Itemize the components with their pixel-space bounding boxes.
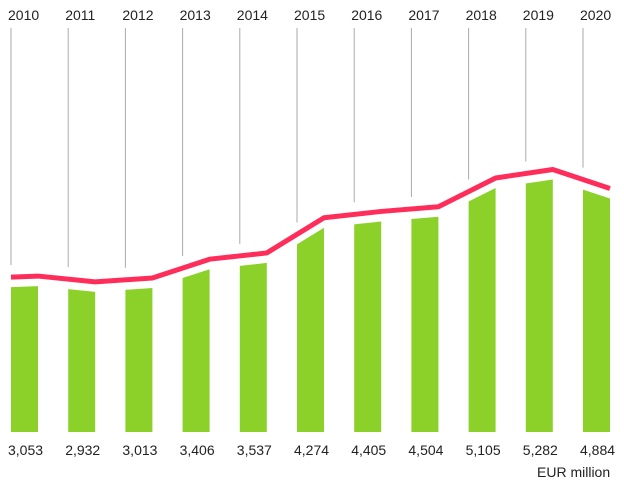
year-label-2012: 2012 (122, 7, 153, 23)
value-label-2017: 4,504 (408, 442, 443, 458)
year-label-2015: 2015 (294, 7, 325, 23)
bar-2014 (239, 262, 267, 432)
value-label-2013: 3,406 (180, 442, 215, 458)
value-label-2014: 3,537 (237, 442, 272, 458)
bar-2019 (525, 179, 553, 432)
year-label-2017: 2017 (408, 7, 439, 23)
year-label-2014: 2014 (237, 7, 268, 23)
bar-2011 (68, 289, 96, 432)
bar-2018 (468, 187, 496, 432)
bar-2012 (125, 287, 153, 432)
value-label-2010: 3,053 (8, 442, 43, 458)
year-label-2019: 2019 (523, 7, 554, 23)
bar-2017 (411, 216, 439, 432)
year-label-2018: 2018 (466, 7, 497, 23)
bar-2020 (583, 189, 610, 432)
value-label-2011: 2,932 (65, 442, 100, 458)
value-label-2015: 4,274 (294, 442, 329, 458)
value-label-2012: 3,013 (122, 442, 157, 458)
bar-2013 (182, 269, 210, 432)
year-label-2020: 2020 (580, 7, 611, 23)
unit-label: EUR million (537, 464, 610, 480)
year-label-2013: 2013 (180, 7, 211, 23)
year-label-2010: 2010 (8, 7, 39, 23)
value-label-2016: 4,405 (351, 442, 386, 458)
year-label-2011: 2011 (65, 7, 95, 23)
bar-2015 (297, 227, 324, 432)
year-label-2016: 2016 (351, 7, 382, 23)
series-line (10, 167, 611, 285)
bar-2010 (11, 286, 38, 432)
value-label-2020: 4,884 (580, 442, 615, 458)
value-label-2019: 5,282 (523, 442, 558, 458)
value-label-2018: 5,105 (466, 442, 501, 458)
bar-2016 (354, 221, 382, 432)
